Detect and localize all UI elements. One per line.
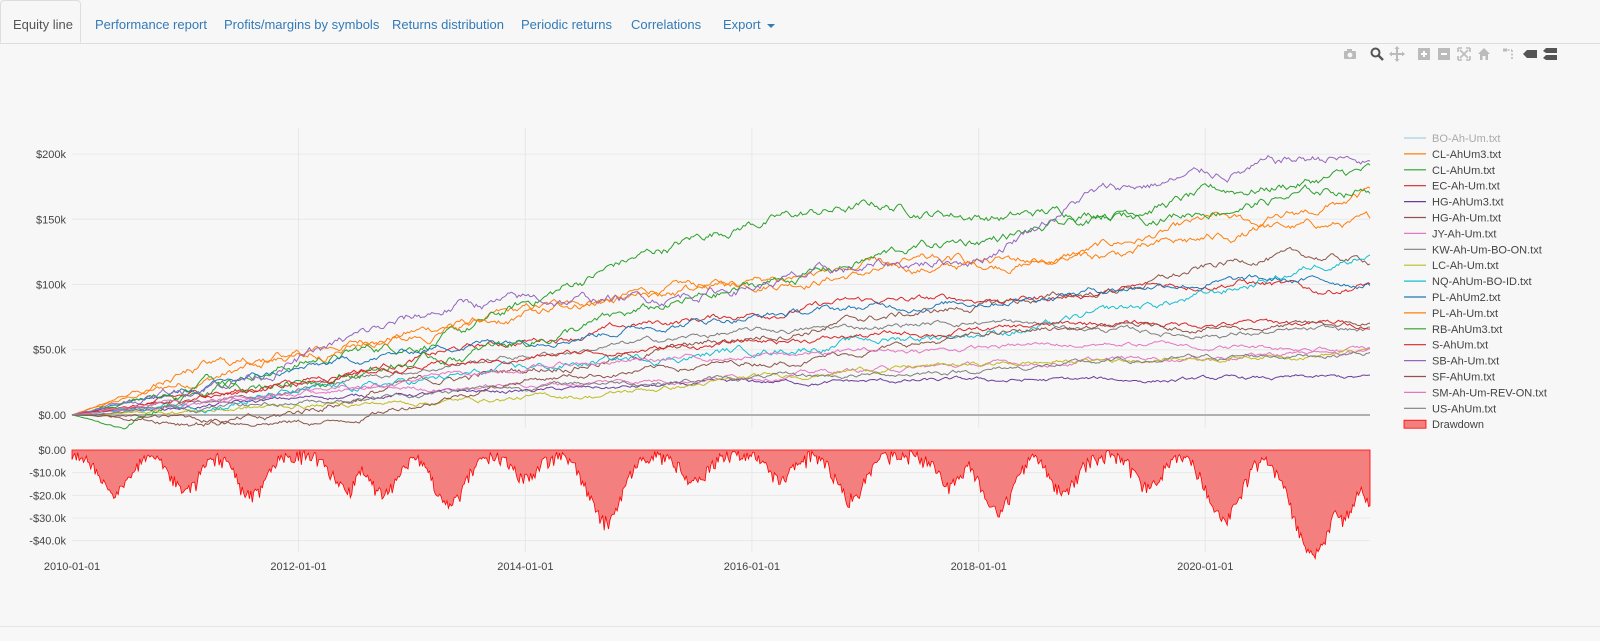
x-ticks: 2010-01-01 2012-01-01 2014-01-01 2016-01-01… xyxy=(44,561,1234,573)
series-line xyxy=(71,318,1371,416)
zoom-out-icon[interactable] xyxy=(1436,46,1452,62)
x-tick-label: 2020-01-01 xyxy=(1177,561,1233,573)
y-tick-label: $100k xyxy=(36,280,66,292)
y-tick-label: $0.00 xyxy=(38,410,66,422)
legend-item[interactable]: HG-Ah-Um.txt xyxy=(1432,213,1501,225)
drawdown-y-tick-label: -$20.0k xyxy=(29,490,66,502)
drawdown-y-tick-label: -$40.0k xyxy=(29,536,66,548)
x-tick-label: 2018-01-01 xyxy=(951,561,1007,573)
caret-down-icon xyxy=(766,23,775,28)
legend-item[interactable]: BO-Ah-Um.txt xyxy=(1432,133,1500,145)
series-line xyxy=(71,211,1371,416)
legend-item[interactable]: CL-AhUm.txt xyxy=(1432,165,1495,177)
equity-lines xyxy=(71,154,1371,430)
legend-item[interactable]: PL-Ah-Um.txt xyxy=(1432,308,1498,320)
x-tick-label: 2012-01-01 xyxy=(270,561,326,573)
tab-export[interactable]: Export xyxy=(723,0,775,43)
legend-item[interactable]: US-AhUm.txt xyxy=(1432,403,1496,415)
drawdown-y-tick-label: -$30.0k xyxy=(29,513,66,525)
legend-item[interactable]: RB-AhUm3.txt xyxy=(1432,324,1502,336)
legend-item[interactable]: KW-Ah-Um-BO-ON.txt xyxy=(1432,244,1542,256)
legend-item[interactable]: HG-AhUm3.txt xyxy=(1432,197,1504,209)
equity-grid xyxy=(72,128,1370,428)
series-line xyxy=(71,340,1371,416)
export-label: Export xyxy=(723,17,761,32)
divider xyxy=(0,626,1600,627)
series-line xyxy=(71,254,1371,416)
tab-periodic-returns[interactable]: Periodic returns xyxy=(521,17,613,32)
hover-closest-icon[interactable] xyxy=(1522,46,1538,62)
legend-item[interactable]: S-AhUm.txt xyxy=(1432,340,1488,352)
series-line xyxy=(72,319,1371,427)
legend-item[interactable]: Drawdown xyxy=(1432,419,1484,431)
home-icon[interactable] xyxy=(1476,46,1492,62)
y-tick-label: $200k xyxy=(36,149,66,161)
pan-icon[interactable] xyxy=(1389,46,1405,62)
legend-item[interactable]: CL-AhUm3.txt xyxy=(1432,149,1501,161)
camera-icon[interactable] xyxy=(1342,46,1358,62)
series-line xyxy=(71,186,1371,416)
series-line xyxy=(71,154,1371,416)
legend: BO-Ah-Um.txt CL-AhUm3.txt CL-AhUm.txt EC-Ah… xyxy=(1403,133,1547,431)
drawdown-area-path xyxy=(71,449,1371,561)
legend-item[interactable]: NQ-AhUm-BO-ID.txt xyxy=(1432,276,1532,288)
drawdown-y-ticks: $0.00 -$10.0k -$20.0k -$30.0k -$40.0k xyxy=(29,445,66,548)
tab-returns-distribution[interactable]: Returns distribution xyxy=(392,17,504,32)
legend-item[interactable]: EC-Ah-Um.txt xyxy=(1432,181,1500,193)
drawdown-y-tick-label: -$10.0k xyxy=(29,468,66,480)
series-line xyxy=(71,374,1371,416)
tab-correlations[interactable]: Correlations xyxy=(631,17,702,32)
tab-bar: Equity line Performance report Profits/m… xyxy=(0,0,1600,44)
series-line xyxy=(72,246,1371,427)
spike-lines-icon[interactable] xyxy=(1500,46,1516,62)
legend-swatch xyxy=(1403,419,1427,429)
series-line xyxy=(71,318,1371,416)
x-tick-label: 2014-01-01 xyxy=(497,561,553,573)
legend-item[interactable]: SF-AhUm.txt xyxy=(1432,372,1495,384)
legend-item[interactable]: LC-Ah-Um.txt xyxy=(1432,260,1499,272)
x-tick-label: 2010-01-01 xyxy=(44,561,100,573)
hover-compare-icon[interactable] xyxy=(1542,46,1558,62)
tab-profits-margins[interactable]: Profits/margins by symbols xyxy=(224,17,380,32)
series-line xyxy=(71,274,1371,416)
series-line xyxy=(71,279,1371,416)
equity-chart: $0.00 $50.0k $100k $150k $200k $0.00 -$10.0k -… xyxy=(29,128,1547,573)
series-line xyxy=(71,345,1370,416)
y-tick-label: $50.0k xyxy=(33,345,67,357)
equity-y-ticks: $0.00 $50.0k $100k $150k $200k xyxy=(33,149,67,422)
y-tick-label: $150k xyxy=(36,214,66,226)
x-tick-label: 2016-01-01 xyxy=(724,561,780,573)
legend-item[interactable]: SM-Ah-Um-REV-ON.txt xyxy=(1432,387,1547,399)
series-line xyxy=(71,184,1371,416)
autoscale-icon[interactable] xyxy=(1456,46,1472,62)
drawdown-y-tick-label: $0.00 xyxy=(38,445,66,457)
legend-item[interactable]: PL-AhUm2.txt xyxy=(1432,292,1500,304)
legend-item[interactable]: JY-Ah-Um.txt xyxy=(1432,228,1496,240)
drawdown-area xyxy=(71,449,1371,561)
tab-equity-line[interactable]: Equity line xyxy=(0,0,81,43)
legend-item[interactable]: SB-Ah-Um.txt xyxy=(1432,356,1499,368)
zoom-icon[interactable] xyxy=(1369,46,1385,62)
series-line xyxy=(71,351,1371,416)
zoom-in-icon[interactable] xyxy=(1416,46,1432,62)
series-line xyxy=(71,162,1371,430)
tab-performance-report[interactable]: Performance report xyxy=(95,17,207,32)
